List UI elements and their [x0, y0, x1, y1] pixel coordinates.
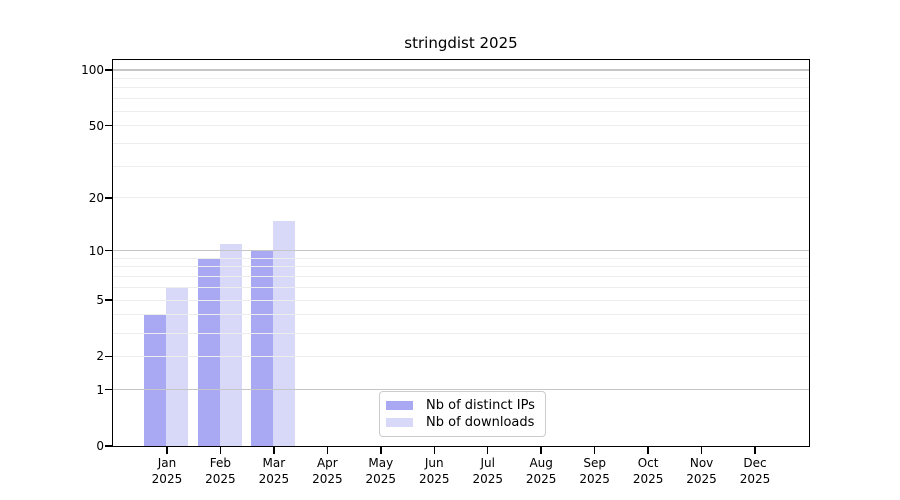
x-tick-month: May: [368, 456, 394, 470]
x-tick-year: 2025: [365, 472, 397, 486]
x-tick-year: 2025: [632, 472, 664, 486]
x-tick-year: 2025: [312, 472, 343, 486]
y-tick-label: 5: [96, 293, 104, 308]
x-tick-month: Jun: [424, 456, 444, 470]
chart-title: stringdist 2025: [404, 34, 518, 52]
x-tick-label: Mar 2025: [242, 455, 306, 487]
x-tick-year: 2025: [472, 472, 503, 486]
y-tick-mark: [105, 197, 113, 199]
gridline-minor: [113, 125, 809, 127]
x-tick-month: Dec: [743, 456, 767, 470]
x-tick-year: 2025: [418, 472, 450, 486]
x-tick-label: Apr 2025: [295, 455, 359, 487]
y-tick-mark: [105, 388, 113, 391]
x-tick-mark: [486, 447, 489, 454]
gridline-minor: [113, 87, 809, 89]
x-tick-mark: [647, 447, 649, 454]
bar-distinct-ips: [197, 258, 220, 446]
x-tick-year: 2025: [151, 472, 183, 486]
x-tick-year: 2025: [258, 472, 290, 486]
x-tick-mark: [540, 447, 542, 454]
x-tick-month: Aug: [529, 456, 553, 470]
gridline-minor: [113, 110, 809, 112]
y-tick-mark: [105, 69, 113, 71]
x-tick-mark: [700, 447, 703, 454]
x-tick-mark: [433, 447, 436, 454]
x-tick-month: Oct: [637, 456, 659, 470]
y-tick-label: 1: [96, 382, 104, 397]
legend-item-distinct-ips: Nb of distinct IPs: [386, 399, 539, 412]
y-tick-mark: [105, 124, 113, 127]
x-tick-year: 2025: [739, 472, 771, 486]
legend-label-distinct-ips: Nb of distinct IPs: [426, 398, 535, 413]
x-tick-mark: [166, 447, 168, 454]
y-tick-label: 0: [96, 439, 104, 453]
x-tick-mark: [326, 447, 329, 454]
x-tick-year: 2025: [205, 472, 236, 486]
gridline-minor: [113, 142, 809, 144]
x-tick-label: Feb 2025: [188, 455, 252, 487]
gridline-minor: [113, 197, 809, 199]
gridline-minor: [113, 355, 809, 357]
x-tick-label: Aug 2025: [509, 455, 573, 487]
x-tick-label: Jan 2025: [135, 455, 199, 487]
gridline-minor: [113, 332, 809, 334]
y-tick-mark: [105, 249, 113, 252]
gridline-minor: [113, 165, 809, 167]
x-tick-label: Jun 2025: [402, 455, 466, 487]
x-tick-label: Jul 2025: [456, 455, 520, 487]
x-tick-mark: [754, 447, 756, 454]
x-tick-month: Mar: [262, 456, 286, 470]
gridline-minor: [113, 77, 809, 79]
gridline-major: [113, 250, 809, 252]
x-tick-label: Sep 2025: [563, 455, 627, 487]
x-tick-label: Oct 2025: [616, 455, 680, 487]
gridline-major: [113, 389, 809, 391]
plot-area: [112, 59, 810, 447]
x-tick-mark: [593, 447, 596, 454]
gridline-minor: [113, 257, 809, 259]
legend-label-downloads: Nb of downloads: [426, 415, 535, 430]
x-tick-year: 2025: [686, 472, 717, 486]
bar-distinct-ips: [144, 315, 167, 446]
x-tick-mark: [219, 447, 222, 454]
y-tick-mark: [105, 445, 113, 447]
x-tick-month: Apr: [316, 456, 338, 470]
x-tick-year: 2025: [525, 472, 557, 486]
x-tick-month: Sep: [583, 456, 606, 470]
gridline-minor: [113, 276, 809, 278]
y-tick-mark: [105, 355, 113, 358]
y-tick-label: 20: [88, 190, 104, 205]
gridline-minor: [113, 314, 809, 316]
y-tick-label: 2: [96, 349, 104, 364]
legend-item-downloads: Nb of downloads: [386, 416, 539, 429]
x-tick-month: Nov: [689, 456, 714, 470]
x-tick-month: Jan: [157, 456, 177, 470]
x-tick-mark: [273, 447, 275, 454]
x-tick-label: Dec 2025: [723, 455, 787, 487]
gridline-minor: [113, 98, 809, 100]
bar-downloads: [166, 287, 189, 446]
x-tick-year: 2025: [579, 472, 610, 486]
x-tick-mark: [380, 447, 382, 454]
y-tick-label: 100: [81, 62, 104, 77]
gridline-major: [113, 69, 809, 71]
gridline-minor: [113, 266, 809, 268]
bar-distinct-ips: [251, 251, 274, 446]
y-tick-label: 10: [88, 243, 104, 258]
bar-downloads: [219, 244, 242, 446]
gridline-minor: [113, 286, 809, 288]
x-tick-month: Jul: [480, 456, 495, 470]
legend: Nb of distinct IPs Nb of downloads: [379, 391, 546, 437]
y-tick-mark: [105, 299, 113, 301]
gridline-minor: [113, 299, 809, 301]
legend-swatch-downloads-icon: [386, 418, 413, 427]
x-tick-label: May 2025: [349, 455, 413, 487]
y-tick-label: 50: [88, 118, 104, 133]
x-tick-label: Nov 2025: [670, 455, 734, 487]
legend-swatch-distinct-ips-icon: [386, 401, 413, 410]
x-tick-month: Feb: [209, 456, 232, 470]
